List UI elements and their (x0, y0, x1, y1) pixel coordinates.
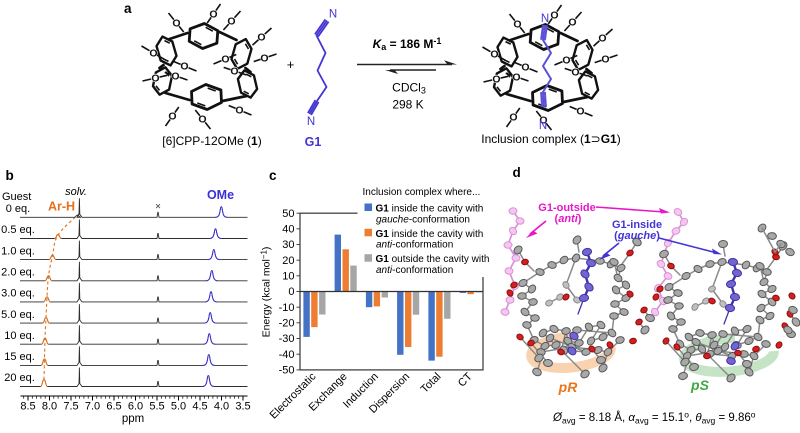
svg-text:O: O (490, 49, 498, 61)
svg-text:O: O (598, 33, 606, 45)
svg-text:15 eq.: 15 eq. (4, 351, 35, 363)
svg-text:O: O (260, 53, 268, 65)
svg-text:Ar-H: Ar-H (48, 200, 75, 214)
svg-text:-30: -30 (279, 333, 295, 345)
svg-text:Energy (kcal mol−1): Energy (kcal mol−1) (260, 247, 273, 338)
svg-text:O: O (235, 105, 243, 117)
svg-text:50: 50 (282, 208, 294, 220)
svg-text:6.5: 6.5 (106, 401, 121, 413)
svg-text:40: 40 (282, 223, 294, 235)
svg-text:5.0 eq.: 5.0 eq. (1, 309, 35, 321)
svg-text:O: O (227, 16, 235, 28)
svg-text:-40: -40 (279, 349, 295, 361)
svg-text:+: + (287, 57, 295, 72)
svg-text:(gauche): (gauche) (614, 230, 660, 242)
svg-text:G1-inside: G1-inside (612, 219, 662, 231)
svg-text:anti-conformation: anti-conformation (376, 240, 453, 251)
svg-text:O: O (168, 111, 176, 123)
svg-text:gauche-conformation: gauche-conformation (376, 214, 470, 225)
svg-text:O: O (513, 19, 521, 31)
svg-text:5.5: 5.5 (149, 401, 164, 413)
svg-text:G1-outside: G1-outside (538, 202, 595, 214)
svg-text:8.5: 8.5 (20, 401, 35, 413)
svg-text:6.0: 6.0 (128, 401, 143, 413)
svg-text:ppm: ppm (122, 413, 144, 425)
svg-text:3.0 eq.: 3.0 eq. (1, 288, 35, 300)
svg-text:N: N (307, 116, 315, 128)
svg-text:0: 0 (288, 286, 294, 298)
svg-text:G1 inside the cavity with: G1 inside the cavity with (376, 229, 484, 240)
svg-text:OMe: OMe (207, 188, 234, 202)
svg-text:O: O (180, 61, 188, 73)
svg-text:O: O (172, 18, 180, 30)
svg-text:G1 inside the cavity with: G1 inside the cavity with (376, 204, 484, 215)
svg-text:O: O (149, 48, 157, 60)
svg-text:d: d (513, 165, 521, 180)
svg-text:anti-conformation: anti-conformation (376, 265, 453, 276)
svg-text:O: O (221, 54, 229, 66)
svg-text:CDCl3: CDCl3 (392, 81, 426, 96)
svg-text:O: O (492, 74, 500, 86)
svg-text:O: O (257, 32, 265, 44)
svg-text:O: O (568, 17, 576, 29)
svg-text:0 eq.: 0 eq. (6, 203, 30, 215)
svg-text:Inclusion complex (1⊃G1): Inclusion complex (1⊃G1) (481, 132, 620, 146)
svg-text:O: O (576, 106, 584, 118)
svg-text:O: O (512, 72, 520, 84)
svg-text:[6]CPP-12OMe (1): [6]CPP-12OMe (1) (162, 134, 261, 148)
svg-text:pR: pR (558, 379, 579, 395)
svg-text:20: 20 (282, 255, 294, 267)
svg-text:O: O (171, 71, 179, 83)
svg-text:O: O (151, 73, 159, 85)
svg-text:G1 outside the cavity with: G1 outside the cavity with (376, 254, 490, 265)
svg-text:5.0: 5.0 (171, 401, 186, 413)
svg-text:Inclusion complex where...: Inclusion complex where... (363, 187, 481, 198)
svg-text:1.0 eq.: 1.0 eq. (1, 245, 35, 257)
svg-text:N: N (329, 9, 337, 21)
svg-text:-50: -50 (279, 365, 295, 377)
svg-text:O: O (571, 67, 579, 79)
svg-text:-20: -20 (279, 317, 295, 329)
svg-text:298 K: 298 K (392, 98, 423, 112)
svg-text:10: 10 (282, 270, 294, 282)
svg-text:20 eq.: 20 eq. (4, 372, 35, 384)
svg-text:a: a (124, 1, 132, 16)
svg-text:N: N (539, 120, 547, 132)
svg-text:O: O (209, 9, 217, 21)
svg-text:0.5 eq.: 0.5 eq. (1, 224, 35, 236)
svg-text:(anti): (anti) (555, 213, 582, 225)
svg-text:Ka = 186 M-1: Ka = 186 M-1 (373, 36, 442, 52)
svg-text:O: O (539, 115, 547, 127)
svg-text:Øavg = 8.18 Å, αavg = 15.1o, θ: Øavg = 8.18 Å, αavg = 15.1o, θavg = 9.86… (552, 410, 756, 426)
svg-text:4.0: 4.0 (214, 401, 229, 413)
svg-text:8.0: 8.0 (42, 401, 57, 413)
svg-text:O: O (550, 10, 558, 22)
svg-text:7.5: 7.5 (63, 401, 78, 413)
svg-text:b: b (6, 168, 14, 183)
svg-text:pS: pS (690, 377, 710, 393)
svg-text:O: O (198, 114, 206, 126)
svg-text:G1: G1 (305, 135, 322, 149)
svg-text:10 eq.: 10 eq. (4, 330, 35, 342)
svg-text:O: O (521, 62, 529, 74)
svg-text:7.0: 7.0 (85, 401, 100, 413)
svg-text:3.5: 3.5 (235, 401, 250, 413)
svg-text:O: O (601, 54, 609, 66)
svg-text:N: N (541, 13, 549, 25)
svg-text:O: O (230, 66, 238, 78)
svg-text:O: O (562, 55, 570, 67)
svg-text:30: 30 (282, 239, 294, 251)
svg-text:O: O (509, 112, 517, 124)
svg-text:4.5: 4.5 (192, 401, 207, 413)
svg-text:c: c (269, 168, 277, 183)
svg-text:-10: -10 (279, 302, 295, 314)
svg-text:Guest: Guest (2, 191, 31, 203)
svg-text:×: × (155, 202, 161, 213)
svg-text:2.0 eq.: 2.0 eq. (1, 266, 35, 278)
svg-text:solv.: solv. (65, 186, 87, 198)
